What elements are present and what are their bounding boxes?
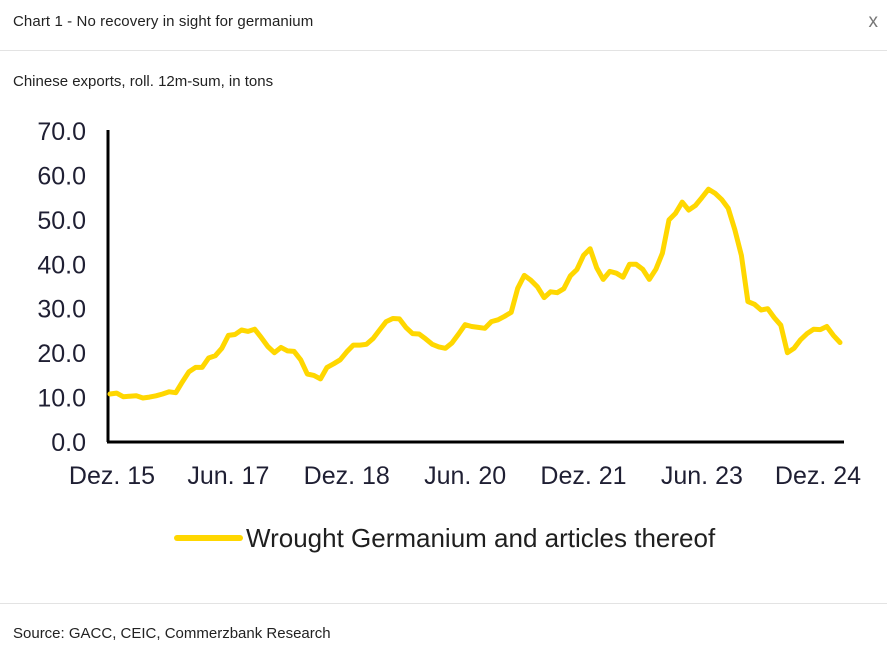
x-tick-label: Dez. 15	[69, 462, 155, 490]
x-tick-label: Jun. 17	[187, 462, 269, 490]
close-icon[interactable]: x	[868, 11, 879, 32]
x-axis-ticks: Dez. 15 Jun. 17 Dez. 18 Jun. 20 Dez. 21 Jun. …	[69, 462, 861, 490]
window-title: Chart 1 - No recovery in sight for germa…	[13, 13, 314, 30]
y-tick-label: 0.0	[51, 429, 86, 457]
x-tick-label: Dez. 24	[775, 462, 861, 490]
y-tick-label: 10.0	[37, 385, 86, 413]
legend-label: Wrought Germanium and articles thereof	[246, 523, 716, 553]
y-tick-label: 20.0	[37, 340, 86, 368]
series-line-wrought-germanium	[107, 186, 843, 401]
y-tick-label: 50.0	[37, 207, 86, 235]
x-tick-label: Dez. 18	[304, 462, 390, 490]
chart-subtitle: Chinese exports, roll. 12m-sum, in tons	[13, 73, 274, 90]
y-tick-label: 70.0	[37, 118, 86, 146]
footer: Source: GACC, CEIC, Commerzbank Research	[0, 603, 887, 660]
y-tick-label: 40.0	[37, 251, 86, 279]
y-axis-ticks: 0.0 10.0 20.0 30.0 40.0 50.0 60.0 70.0	[37, 118, 86, 457]
legend: Wrought Germanium and articles thereof	[174, 523, 716, 553]
source-note: Source: GACC, CEIC, Commerzbank Research	[13, 625, 331, 642]
y-tick-label: 30.0	[37, 296, 86, 324]
x-tick-label: Jun. 20	[424, 462, 506, 490]
x-tick-label: Jun. 23	[661, 462, 743, 490]
line-chart: 0.0 10.0 20.0 30.0 40.0 50.0 60.0 70.0 Dez. 15 J…	[37, 118, 861, 553]
y-tick-label: 60.0	[37, 162, 86, 190]
window-header: Chart 1 - No recovery in sight for germa…	[0, 0, 887, 51]
x-tick-label: Dez. 21	[540, 462, 626, 490]
